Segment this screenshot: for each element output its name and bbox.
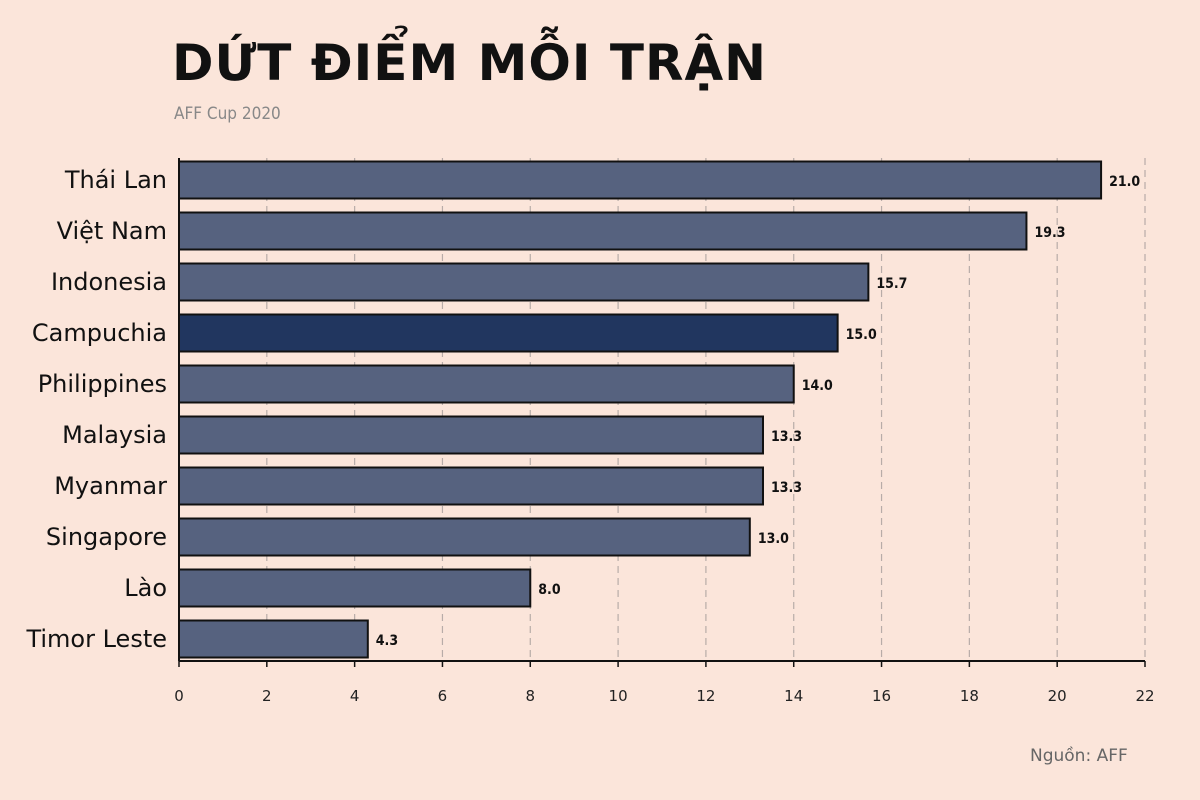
category-label: Việt Nam xyxy=(57,217,167,245)
category-label: Myanmar xyxy=(54,472,167,500)
value-label: 19.3 xyxy=(1034,225,1065,241)
x-tick-label: 16 xyxy=(872,687,891,705)
category-label: Philippines xyxy=(38,370,167,398)
x-tick-label: 2 xyxy=(262,687,272,705)
source-note: Nguồn: AFF xyxy=(1030,746,1128,766)
category-label: Campuchia xyxy=(32,319,167,347)
value-label: 13.3 xyxy=(771,429,802,445)
x-axis: 0 2 4 6 8 10 12 14 16 18 20 22 xyxy=(174,158,1155,705)
bar xyxy=(178,160,1103,200)
x-tick-label: 4 xyxy=(350,687,360,705)
chart-title: DỨT ĐIỂM MỖI TRẬN xyxy=(172,34,768,92)
bar xyxy=(178,211,1028,251)
category-label: Indonesia xyxy=(51,268,167,296)
bar xyxy=(178,568,532,608)
x-tick-label: 18 xyxy=(960,687,979,705)
bars: Thái Lan 21.0 Việt Nam 19.3 Indonesia 15.7 Cam… xyxy=(25,160,1140,659)
category-label: Singapore xyxy=(46,523,167,551)
value-label: 21.0 xyxy=(1109,174,1140,190)
value-label: 15.0 xyxy=(846,327,877,343)
x-tick-label: 6 xyxy=(438,687,448,705)
value-label: 13.3 xyxy=(771,480,802,496)
value-label: 15.7 xyxy=(876,276,907,292)
category-label: Thái Lan xyxy=(64,166,167,194)
chart-subtitle: AFF Cup 2020 xyxy=(174,104,281,124)
category-label: Timor Leste xyxy=(25,625,167,653)
bar xyxy=(178,619,369,659)
bar xyxy=(178,415,764,455)
bar xyxy=(178,262,870,302)
value-label: 14.0 xyxy=(802,378,833,394)
value-label: 8.0 xyxy=(538,582,561,598)
x-tick-label: 8 xyxy=(525,687,535,705)
x-tick-label: 10 xyxy=(609,687,628,705)
value-label: 4.3 xyxy=(376,633,398,649)
bar xyxy=(178,517,751,557)
x-tick-label: 0 xyxy=(174,687,184,705)
bar xyxy=(178,466,764,506)
bar xyxy=(178,313,839,353)
x-tick-label: 20 xyxy=(1048,687,1067,705)
category-label: Malaysia xyxy=(62,421,167,449)
x-tick-label: 12 xyxy=(696,687,715,705)
bar xyxy=(178,364,795,404)
category-label: Lào xyxy=(124,574,167,602)
x-tick-label: 14 xyxy=(784,687,803,705)
value-label: 13.0 xyxy=(758,531,789,547)
x-tick-label: 22 xyxy=(1135,687,1154,705)
